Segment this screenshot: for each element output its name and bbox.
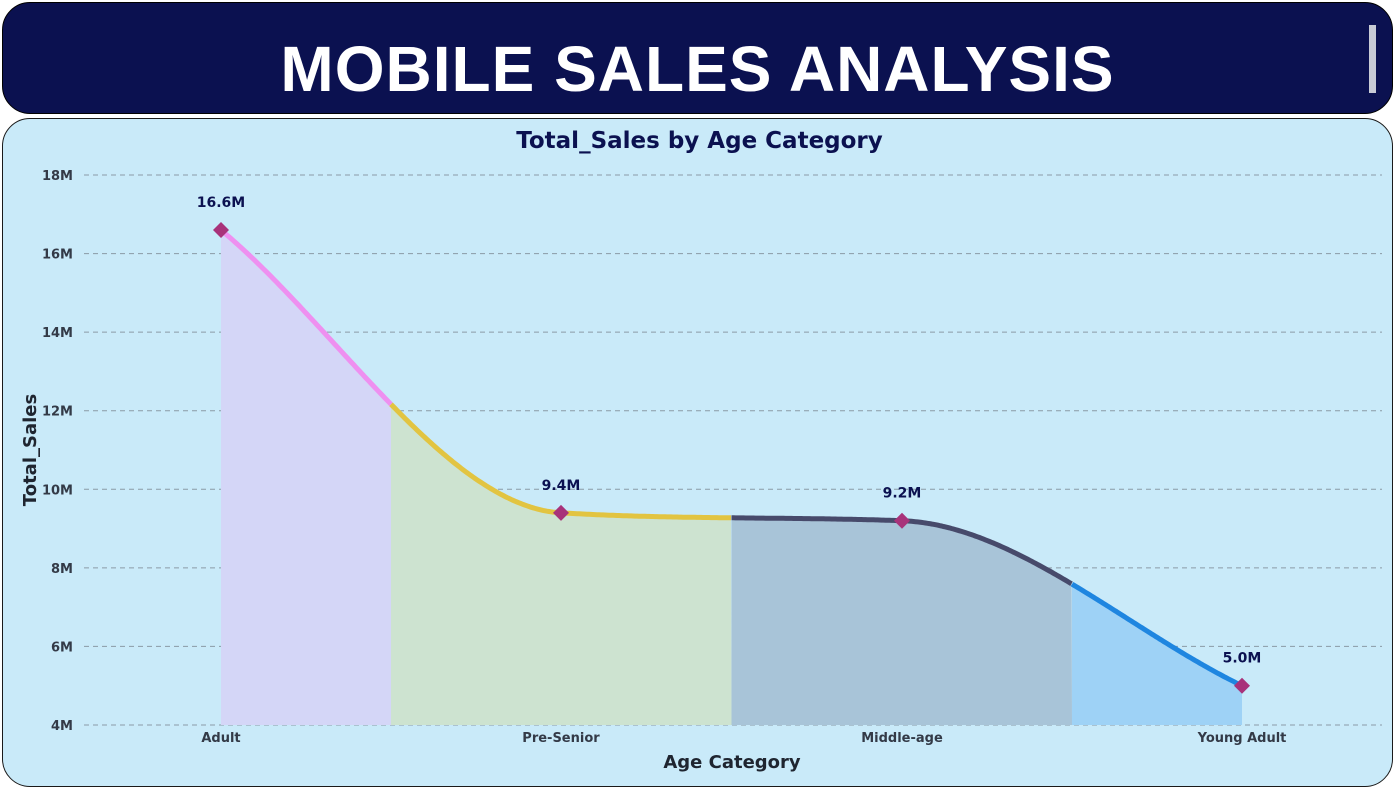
x-tick-label: Adult — [201, 731, 240, 746]
data-label: 16.6M — [197, 195, 245, 211]
data-label: 9.4M — [542, 478, 581, 494]
chart-title: Total_Sales by Age Category — [516, 128, 883, 154]
series-line-segment — [219, 228, 393, 407]
x-tick-label: Young Adult — [1197, 731, 1287, 746]
page-title: MOBILE SALES ANALYSIS — [280, 33, 1115, 105]
area-segment — [391, 404, 732, 725]
scroll-handle[interactable] — [1369, 25, 1376, 93]
y-axis-title: Total_Sales — [20, 394, 41, 506]
y-tick-label: 4M — [51, 719, 73, 734]
area-segment — [731, 517, 1072, 725]
data-label: 9.2M — [883, 486, 922, 502]
area-segment — [221, 230, 391, 725]
data-label: 5.0M — [1223, 651, 1262, 667]
y-tick-label: 18M — [42, 169, 73, 184]
x-tick-label: Middle-age — [861, 731, 943, 746]
area-segment — [1072, 584, 1242, 725]
x-axis-title: Age Category — [663, 752, 801, 773]
y-tick-label: 6M — [51, 640, 73, 655]
data-point-marker — [213, 222, 229, 238]
series-line-segment — [1070, 581, 1244, 688]
y-tick-label: 10M — [42, 483, 73, 498]
data-point-marker — [1234, 677, 1250, 694]
y-tick-label: 8M — [51, 562, 73, 577]
x-tick-label: Pre-Senior — [522, 731, 600, 746]
y-tick-label: 12M — [42, 405, 73, 420]
data-point-marker — [894, 512, 910, 529]
header-banner: MOBILE SALES ANALYSIS — [2, 2, 1393, 114]
data-point-marker — [553, 504, 569, 521]
y-tick-label: 14M — [42, 326, 73, 341]
y-tick-label: 16M — [42, 248, 73, 263]
